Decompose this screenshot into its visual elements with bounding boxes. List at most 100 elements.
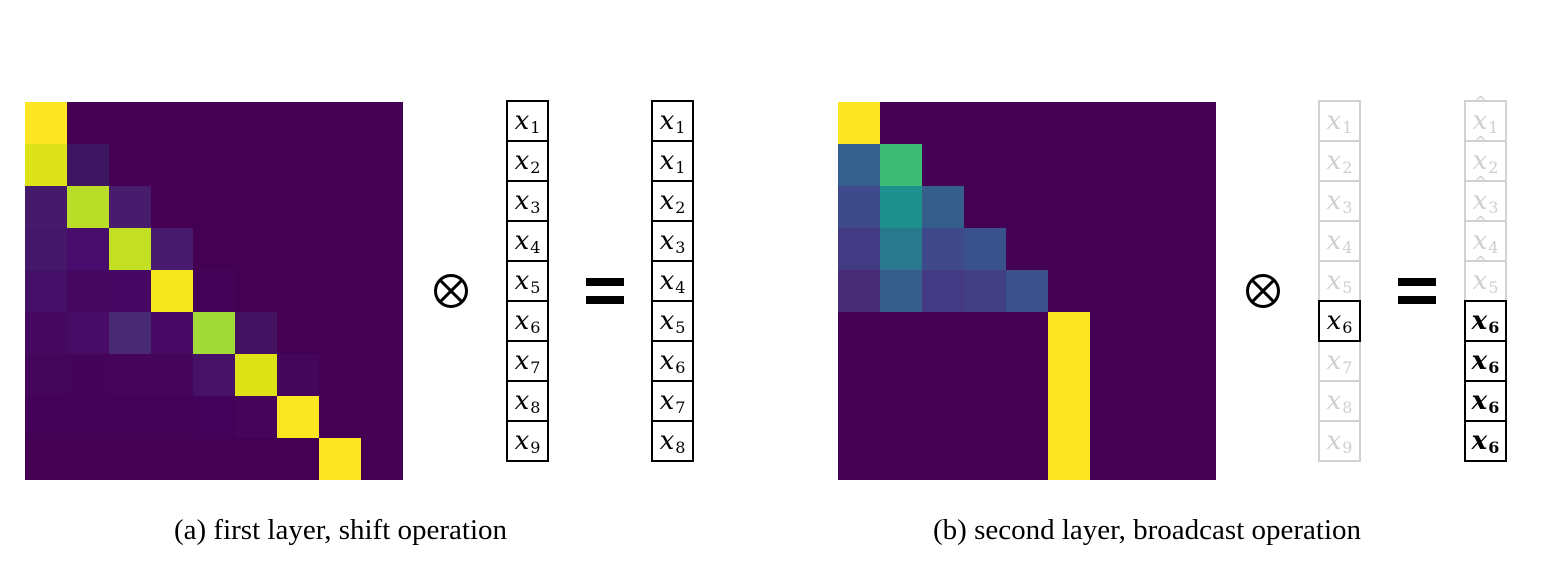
vector-entry-symbol: x — [1326, 426, 1342, 456]
heatmap-cell — [25, 312, 67, 354]
heatmap-cell — [25, 186, 67, 228]
vector-entry-subscript: 1 — [1342, 118, 1353, 137]
heatmap-cell — [109, 228, 151, 270]
vector-entry-symbol: x — [1473, 255, 1488, 294]
heatmap-cell — [67, 270, 109, 312]
vector-entry-symbol: x — [1326, 306, 1342, 336]
vector-entry-symbol: x — [1471, 346, 1488, 376]
heatmap-cell — [67, 312, 109, 354]
vector-entry-subscript: 4 — [675, 278, 686, 297]
output-vector-b: x1x2x3x4x5x6x6x6x6 — [1464, 95, 1507, 462]
heatmap-cell — [277, 354, 319, 396]
heatmap-cell — [109, 354, 151, 396]
heatmap-cell — [838, 228, 880, 270]
vector-entry: x3 — [1464, 175, 1507, 222]
vector-entry-subscript: 6 — [1488, 398, 1500, 417]
heatmap-cell — [109, 270, 151, 312]
heatmap-cell — [25, 354, 67, 396]
vector-entry-symbol: x — [1326, 226, 1342, 256]
equals-icon — [586, 278, 624, 304]
circled-times-icon — [1246, 274, 1280, 308]
heatmap-cell — [922, 186, 964, 228]
vector-entry-subscript: 4 — [1488, 238, 1499, 257]
vector-entry-symbol: x — [659, 106, 675, 136]
heatmap-cell — [193, 270, 235, 312]
heatmap-cell — [964, 270, 1006, 312]
vector-entry-subscript: 7 — [530, 358, 541, 377]
vector-entry-symbol: x — [514, 226, 530, 256]
vector-entry-subscript: 9 — [530, 438, 541, 457]
heatmap-cell — [880, 186, 922, 228]
heatmap-cell — [109, 312, 151, 354]
vector-entry-symbol: x — [659, 386, 675, 416]
heatmap-cell — [25, 228, 67, 270]
heatmap-cell — [151, 228, 193, 270]
vector-entry-subscript: 8 — [530, 398, 541, 417]
heatmap-cell — [880, 144, 922, 186]
vector-entry-subscript: 2 — [1342, 158, 1353, 177]
vector-entry-symbol: x — [1326, 386, 1342, 416]
heatmap-cell — [880, 228, 922, 270]
vector-entry-subscript: 1 — [530, 118, 541, 137]
vector-entry-subscript: 6 — [675, 358, 686, 377]
vector-entry-subscript: 6 — [1488, 358, 1500, 377]
heatmap-cell — [235, 312, 277, 354]
vector-entry-subscript: 2 — [530, 158, 541, 177]
vector-entry-symbol: x — [659, 346, 675, 376]
vector-entry-subscript: 9 — [1342, 438, 1353, 457]
vector-entry-subscript: 6 — [1488, 438, 1500, 457]
heatmap-cell — [67, 186, 109, 228]
heatmap-cell — [838, 270, 880, 312]
vector-entry-symbol: x — [659, 426, 675, 456]
vector-entry-symbol: x — [1473, 215, 1488, 254]
heatmap-cell — [151, 396, 193, 438]
vector-entry-symbol: x — [514, 186, 530, 216]
attention-heatmap-b — [838, 102, 1216, 480]
vector-entry-symbol: x — [1471, 386, 1488, 416]
vector-entry-subscript: 5 — [530, 278, 541, 297]
heatmap-cell — [193, 354, 235, 396]
vector-entry-subscript: 6 — [1342, 318, 1353, 337]
heatmap-cell — [67, 228, 109, 270]
equals-icon — [1398, 278, 1436, 304]
vector-entry-symbol: x — [659, 146, 675, 176]
vector-entry: x4 — [1464, 215, 1507, 262]
heatmap-cell — [1048, 438, 1090, 480]
heatmap-cell — [67, 144, 109, 186]
vector-entry-symbol: x — [659, 266, 675, 296]
vector-entry-subscript: 8 — [675, 438, 686, 457]
vector-entry-symbol: x — [1326, 346, 1342, 376]
vector-entry-subscript: 6 — [1488, 318, 1500, 337]
vector-entry-symbol: x — [1326, 106, 1342, 136]
vector-entry-symbol: x — [659, 186, 675, 216]
vector-entry-subscript: 2 — [1488, 158, 1499, 177]
heatmap-cell — [235, 354, 277, 396]
vector-entry-symbol: x — [1473, 95, 1488, 134]
vector-entry-symbol: x — [514, 306, 530, 336]
heatmap-cell — [25, 144, 67, 186]
vector-entry-subscript: 6 — [530, 318, 541, 337]
vector-entry-symbol: x — [1473, 175, 1488, 214]
vector-entry-symbol: x — [1326, 186, 1342, 216]
vector-entry-symbol: x — [659, 306, 675, 336]
vector-entry-symbol: x — [514, 146, 530, 176]
heatmap-cell — [193, 312, 235, 354]
vector-entry-subscript: 3 — [675, 238, 686, 257]
heatmap-cell — [838, 102, 880, 144]
